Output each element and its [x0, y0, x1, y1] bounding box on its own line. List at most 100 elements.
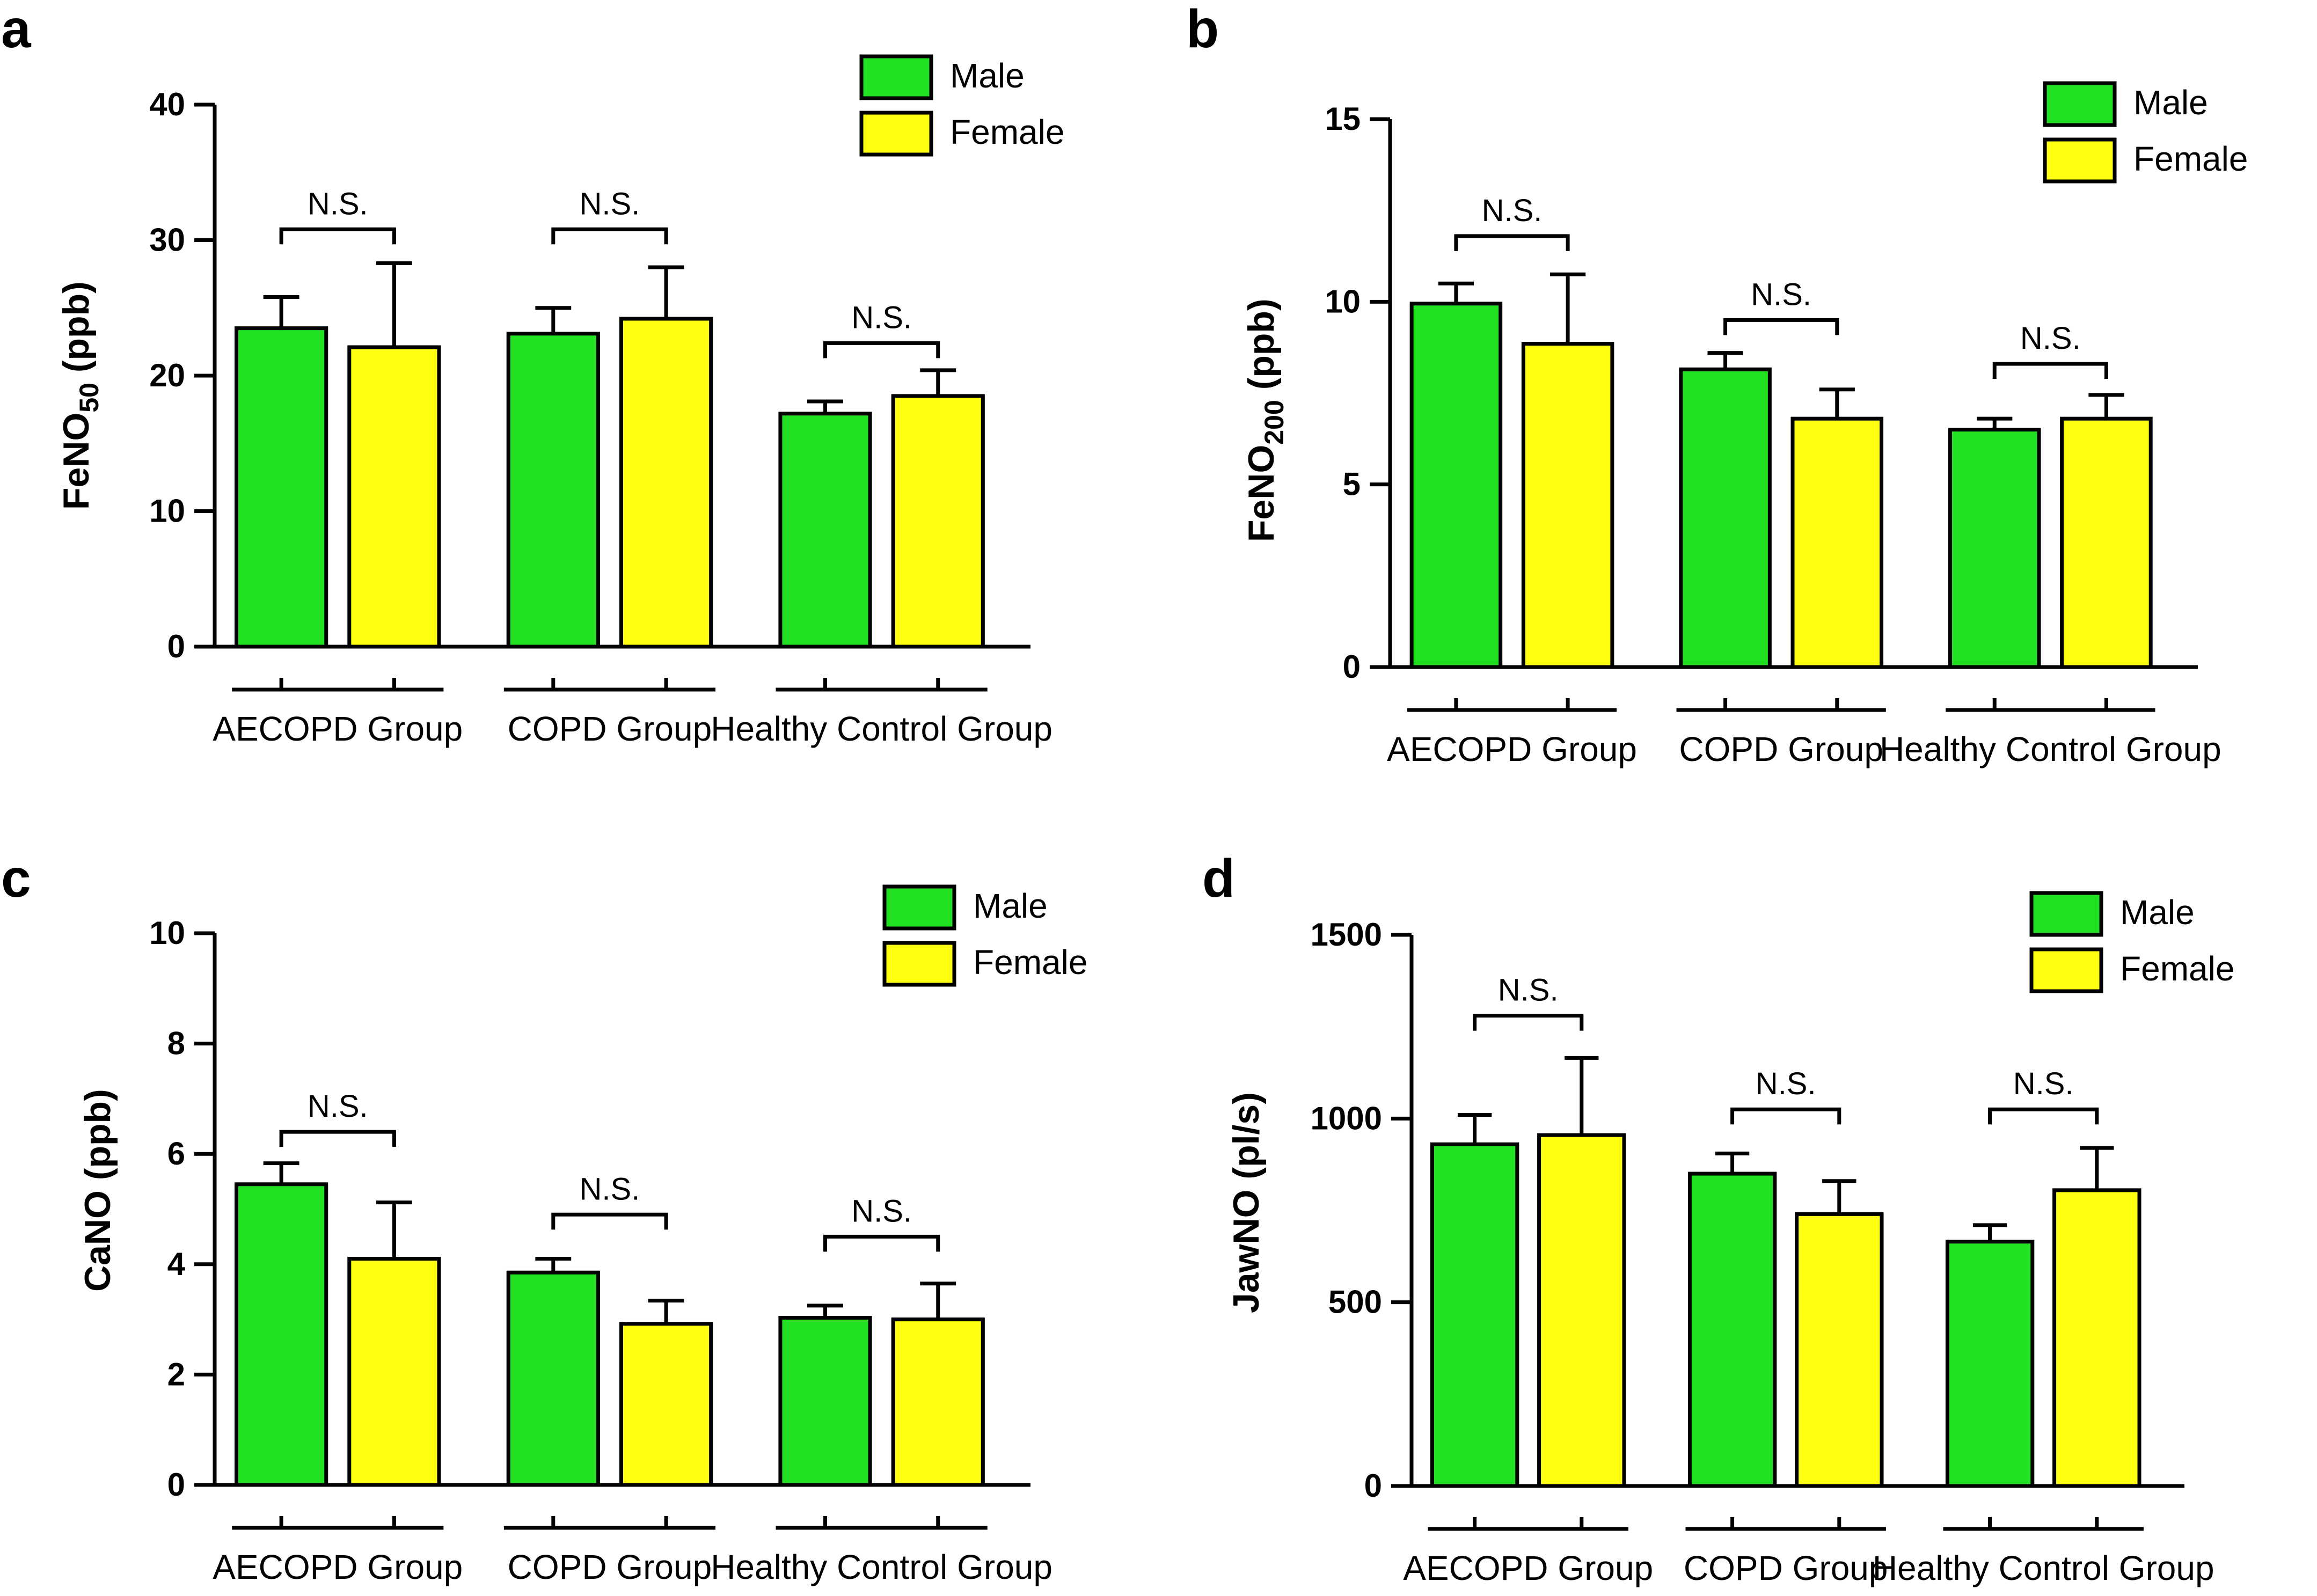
bar-female-healthy-control-group	[2060, 416, 2153, 669]
y-tick-label: 1500	[1311, 917, 1382, 953]
significance-bracket	[1992, 362, 2108, 379]
category-label-aecopd-group: AECOPD Group	[1387, 730, 1637, 768]
bar-female-copd-group	[619, 1322, 713, 1487]
legend-label-male: Male	[2133, 83, 2208, 122]
panel-letter: b	[1186, 0, 1219, 59]
bar-male-healthy-control-group	[778, 1316, 872, 1487]
category-label-aecopd-group: AECOPD Group	[213, 1548, 463, 1586]
category-label-healthy-control-group: Healthy Control Group	[711, 1548, 1052, 1586]
y-axis-title-main: FeNO	[1241, 445, 1282, 542]
significance-bracket	[279, 227, 396, 245]
y-axis-title-main: FeNO	[56, 413, 97, 510]
legend-label-male: Male	[2120, 893, 2195, 932]
y-axis-title: JawNO (pl/s)	[1226, 1092, 1267, 1313]
y-tick-label: 500	[1328, 1284, 1382, 1320]
bar-chart-cano: 0 2 4 6 8 10 CaNO (ppb) N.S. AECOPD Group N.S. COP…	[77, 884, 1087, 1586]
legend-label-female: Female	[973, 943, 1087, 982]
bar-male-copd-group	[506, 1270, 600, 1487]
panel-letter: d	[1202, 848, 1236, 909]
category-label-healthy-control-group: Healthy Control Group	[1880, 730, 2221, 768]
bar-female-healthy-control-group	[2052, 1188, 2141, 1488]
significance-label: N.S.	[1498, 973, 1559, 1008]
panel-letter: a	[1, 0, 31, 59]
significance-label: N.S.	[580, 1172, 640, 1206]
y-axis-title-main: CaNO	[77, 1190, 118, 1292]
y-tick-label: 40	[149, 86, 185, 122]
bar-female-healthy-control-group	[891, 1317, 985, 1487]
legend-swatch-female	[859, 111, 933, 157]
legend-swatch-male	[2043, 81, 2117, 127]
y-tick-label: 4	[167, 1246, 186, 1282]
bar-chart-feno200: 0 5 10 15 FeNO200 (ppb) N.S. AECOPD Group N.S. C…	[1241, 81, 2248, 768]
category-label-copd-group: COPD Group	[508, 709, 712, 748]
significance-bracket	[1988, 1107, 2099, 1125]
significance-bracket	[1730, 1107, 1841, 1125]
legend-label-male: Male	[950, 56, 1025, 95]
category-label-copd-group: COPD Group	[508, 1548, 712, 1586]
category-label-copd-group: COPD Group	[1684, 1549, 1888, 1587]
bar-male-copd-group	[1679, 367, 1772, 669]
significance-label: N.S.	[2013, 1066, 2074, 1101]
y-tick-label: 20	[149, 357, 185, 393]
panel-letter: c	[1, 848, 31, 909]
category-label-copd-group: COPD Group	[1679, 730, 1883, 768]
y-tick-label: 30	[149, 222, 185, 258]
y-axis-title-subscript: 200	[1259, 400, 1289, 444]
significance-label: N.S.	[851, 300, 912, 335]
legend-label-male: Male	[973, 887, 1048, 925]
panel-b: b 0 5 10 15 FeNO200 (ppb) N.S. AECOPD Group N.S…	[1175, 0, 2317, 798]
panel-a: a 0 10 20 30 40 FeNO50 (ppb) N.S. AECOPD Group N…	[0, 0, 1158, 798]
bar-female-aecopd-group	[1521, 342, 1614, 669]
y-axis-title-subscript: 50	[74, 383, 104, 413]
bar-male-aecopd-group	[1430, 1142, 1519, 1488]
y-axis-title: CaNO (ppb)	[77, 1089, 118, 1292]
y-tick-label: 0	[1364, 1468, 1382, 1504]
y-axis-title: FeNO50 (ppb)	[56, 281, 104, 510]
significance-label: N.S.	[2020, 321, 2081, 356]
significance-bracket	[551, 227, 668, 245]
y-tick-label: 10	[1325, 283, 1361, 319]
significance-label: N.S.	[308, 1089, 368, 1124]
y-axis-title-main: JawNO	[1226, 1189, 1267, 1313]
significance-label: N.S.	[1756, 1066, 1816, 1101]
y-axis-title-unit: (ppb)	[56, 281, 97, 383]
legend-swatch-female	[2029, 947, 2103, 993]
bar-male-aecopd-group	[235, 326, 328, 649]
y-tick-label: 8	[167, 1026, 185, 1061]
y-tick-label: 0	[167, 1467, 185, 1503]
bar-chart-feno50: 0 10 20 30 40 FeNO50 (ppb) N.S. AECOPD Group N.S…	[56, 54, 1064, 748]
bar-male-copd-group	[1687, 1172, 1777, 1488]
legend-label-female: Female	[950, 113, 1064, 151]
panel-c: c 0 2 4 6 8 10 CaNO (ppb) N.S. AECOPD Group N.S. C…	[0, 798, 1158, 1596]
significance-bracket	[1454, 234, 1570, 251]
legend-swatch-female	[882, 941, 956, 987]
category-label-aecopd-group: AECOPD Group	[1403, 1549, 1653, 1587]
legend-swatch-male	[882, 884, 956, 931]
bar-male-copd-group	[506, 332, 600, 649]
bar-female-copd-group	[619, 317, 713, 649]
bar-chart-jawno: 0 500 1000 1500 JawNO (pl/s) N.S. AECOPD Group…	[1226, 891, 2234, 1587]
legend-swatch-male	[859, 54, 933, 100]
legend-label-female: Female	[2120, 949, 2234, 988]
bar-male-healthy-control-group	[778, 412, 872, 649]
y-tick-label: 6	[167, 1136, 185, 1172]
significance-label: N.S.	[1751, 277, 1811, 312]
legend-swatch-male	[2029, 891, 2103, 937]
bar-female-aecopd-group	[347, 1257, 441, 1487]
y-axis-title: FeNO200 (ppb)	[1241, 298, 1289, 542]
significance-bracket	[823, 341, 940, 358]
significance-label: N.S.	[851, 1194, 912, 1228]
significance-bracket	[1723, 318, 1839, 335]
y-tick-label: 1000	[1311, 1100, 1382, 1136]
bar-female-aecopd-group	[347, 345, 441, 649]
bar-female-aecopd-group	[1537, 1133, 1626, 1488]
significance-bracket	[823, 1234, 940, 1252]
y-tick-label: 2	[167, 1356, 185, 1392]
y-tick-label: 15	[1325, 101, 1361, 137]
category-label-healthy-control-group: Healthy Control Group	[711, 709, 1052, 748]
y-tick-label: 5	[1343, 466, 1361, 502]
y-tick-label: 10	[149, 493, 185, 529]
bar-female-healthy-control-group	[891, 394, 985, 649]
significance-label: N.S.	[308, 186, 368, 221]
significance-label: N.S.	[580, 186, 640, 221]
